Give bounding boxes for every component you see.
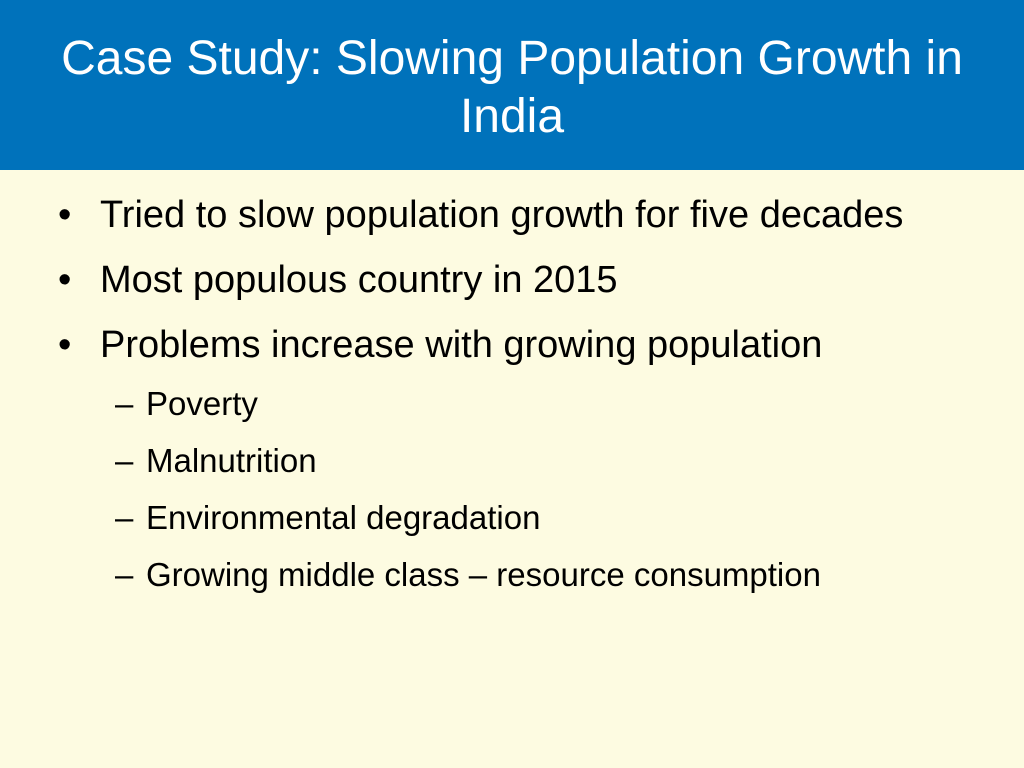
bullet-item: • Most populous country in 2015: [56, 253, 986, 308]
bullet-text: Most populous country in 2015: [100, 259, 618, 301]
bullet-marker: •: [58, 259, 72, 301]
bullet-list: • Tried to slow population growth for fi…: [56, 188, 986, 613]
bullet-text: Problems increase with growing populatio…: [100, 324, 823, 366]
sub-bullet-text: Poverty: [146, 385, 258, 422]
sub-bullet-marker: –: [115, 556, 134, 593]
sub-bullet-text: Environmental degradation: [146, 499, 541, 536]
sub-bullet-item: – Growing middle class – resource consum…: [100, 546, 986, 603]
sub-bullet-text: Malnutrition: [146, 442, 317, 479]
sub-bullet-text: Growing middle class – resource consumpt…: [146, 556, 821, 593]
bullet-marker: •: [58, 194, 72, 236]
slide-title: Case Study: Slowing Population Growth in…: [61, 32, 963, 143]
sub-bullet-item: – Malnutrition: [100, 432, 986, 489]
bullet-marker: •: [58, 324, 72, 366]
sub-bullet-marker: –: [115, 442, 134, 479]
sub-bullet-marker: –: [115, 385, 134, 422]
bullet-item: • Tried to slow population growth for fi…: [56, 188, 986, 243]
bullet-item: • Problems increase with growing populat…: [56, 318, 986, 603]
sub-bullet-item: – Environmental degradation: [100, 489, 986, 546]
sub-bullet-marker: –: [115, 499, 134, 536]
title-bar: Case Study: Slowing Population Growth in…: [0, 0, 1024, 170]
bullet-text: Tried to slow population growth for five…: [100, 194, 904, 236]
sub-bullet-list: – Poverty – Malnutrition – Environmental…: [100, 375, 986, 603]
sub-bullet-item: – Poverty: [100, 375, 986, 432]
